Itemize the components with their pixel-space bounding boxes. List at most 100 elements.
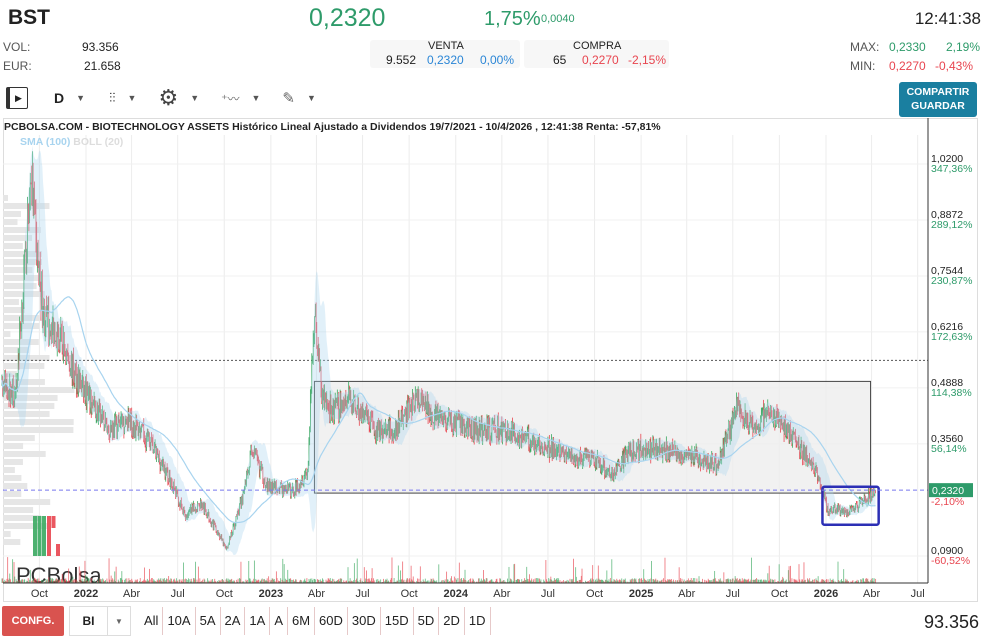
volume-bar xyxy=(530,580,532,583)
volume-bar xyxy=(840,580,842,583)
volume-bar xyxy=(675,580,677,583)
legend-boll[interactable]: BOLL (20) xyxy=(73,136,124,148)
volume-bar xyxy=(837,561,839,583)
volume-bar xyxy=(335,581,337,583)
x-tick-label: 2026 xyxy=(814,588,838,600)
volume-bar xyxy=(340,578,342,583)
volume-bar xyxy=(528,579,530,583)
volume-bar xyxy=(536,578,538,583)
volume-bar xyxy=(63,580,65,583)
volume-bar xyxy=(385,579,387,583)
y-tick-pct: 230,87% xyxy=(931,275,972,287)
chart-type-icon[interactable]: ⫶⫶ xyxy=(109,90,116,105)
volume-bar xyxy=(671,580,673,583)
volume-bar xyxy=(489,580,491,583)
volume-bar xyxy=(740,580,742,583)
volume-bar xyxy=(743,579,745,583)
volume-bar xyxy=(796,579,798,583)
chevron-down-icon[interactable]: ▼ xyxy=(76,93,86,103)
volume-bar xyxy=(716,581,718,583)
range-60d[interactable]: 60D xyxy=(315,607,348,635)
range-10a[interactable]: 10A xyxy=(163,607,196,635)
volume-bar xyxy=(338,578,340,583)
volume-bar xyxy=(723,572,725,583)
chevron-down-icon[interactable]: ▼ xyxy=(306,93,316,103)
range-1a[interactable]: 1A xyxy=(245,607,271,635)
volume-bar xyxy=(829,581,830,583)
volume-bar xyxy=(596,578,598,583)
volume-bar xyxy=(482,580,484,583)
volume-bar xyxy=(638,578,640,583)
config-button[interactable]: CONFG. xyxy=(2,606,64,636)
volume-bar xyxy=(255,578,257,583)
volume-bar xyxy=(518,579,520,583)
volume-bar xyxy=(174,580,176,583)
volume-bar xyxy=(375,579,377,583)
volume-bar xyxy=(95,581,97,583)
volume-bar xyxy=(704,579,706,583)
range-all[interactable]: All xyxy=(140,607,164,635)
volume-bar xyxy=(45,579,47,583)
range-5a[interactable]: 5A xyxy=(196,607,221,635)
volume-bar xyxy=(585,581,587,583)
volume-bar xyxy=(210,579,212,583)
gear-icon[interactable]: ⚙ xyxy=(158,85,179,110)
volume-bar xyxy=(565,581,567,583)
volume-bar xyxy=(670,578,672,583)
volume-bar xyxy=(616,578,618,583)
volume-bar xyxy=(551,579,552,583)
range-2d[interactable]: 2D xyxy=(439,607,465,635)
volume-bar xyxy=(591,578,593,583)
volume-bar xyxy=(393,578,395,583)
volume-bar xyxy=(387,581,389,583)
indicators-icon[interactable]: ⁺〰 xyxy=(221,91,240,106)
volume-bar xyxy=(772,579,774,583)
price-chart[interactable]: PCBolsa1,0200347,36%0,8872289,12%0,75442… xyxy=(0,118,991,602)
volume-profile-bar xyxy=(3,539,21,545)
volume-bar xyxy=(173,579,175,583)
x-tick-label: 2023 xyxy=(259,588,283,600)
draw-pencil-icon[interactable]: ✎ xyxy=(282,90,295,107)
logo-candle xyxy=(56,544,60,556)
share-save-button[interactable]: COMPARTIR GUARDAR xyxy=(899,82,977,117)
volume-bar xyxy=(600,579,602,583)
panel-toggle-icon[interactable]: ▶ xyxy=(6,87,28,109)
volume-bar xyxy=(741,581,743,583)
volume-bar xyxy=(832,578,834,583)
range-2a[interactable]: 2A xyxy=(221,607,246,635)
volume-bar xyxy=(397,580,399,583)
volume-bar xyxy=(473,581,475,583)
volume-bar xyxy=(353,563,355,583)
range-30d[interactable]: 30D xyxy=(348,607,381,635)
chevron-down-icon[interactable]: ▼ xyxy=(190,93,200,103)
volume-bar xyxy=(617,580,618,583)
range-6m[interactable]: 6M xyxy=(288,607,316,635)
volume-bar xyxy=(456,579,457,583)
volume-bar xyxy=(634,579,636,583)
price-tag-value: 0,2320 xyxy=(932,485,964,497)
volume-bar xyxy=(547,581,549,583)
volume-bar xyxy=(664,557,666,583)
volume-bar xyxy=(34,578,36,583)
volume-bar xyxy=(765,580,767,583)
volume-bar xyxy=(328,578,330,583)
chevron-down-icon[interactable]: ▼ xyxy=(251,93,261,103)
max-pct: 2,19% xyxy=(946,40,981,54)
period-select[interactable]: D xyxy=(54,90,65,106)
volume-bar xyxy=(67,581,69,583)
volume-bar xyxy=(143,579,145,583)
volume-bar xyxy=(858,580,860,583)
volume-bar xyxy=(213,581,215,583)
range-a[interactable]: A xyxy=(270,607,288,635)
chevron-down-icon[interactable]: ▼ xyxy=(115,616,123,626)
chevron-down-icon[interactable]: ▼ xyxy=(127,93,137,103)
legend-sma[interactable]: SMA (100) xyxy=(20,136,71,148)
volume-bar xyxy=(717,581,719,583)
range-1d[interactable]: 1D xyxy=(465,607,491,635)
mode-select[interactable]: BI ▼ xyxy=(69,606,131,636)
volume-bar xyxy=(341,578,343,583)
volume-bar xyxy=(29,569,31,583)
range-15d[interactable]: 15D xyxy=(381,607,414,635)
volume-bar xyxy=(309,578,311,583)
range-5d[interactable]: 5D xyxy=(414,607,440,635)
